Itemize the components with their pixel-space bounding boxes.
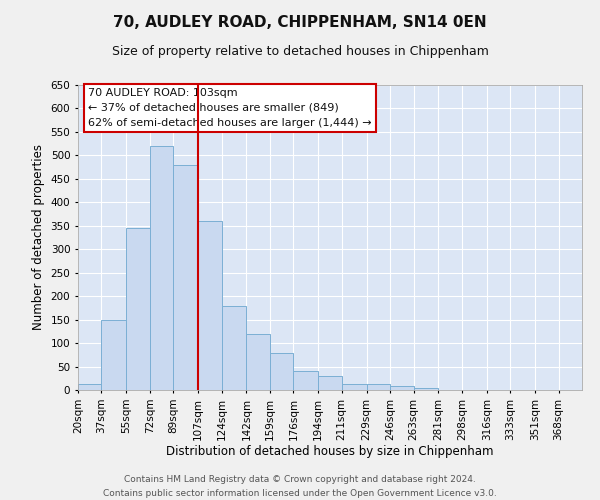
X-axis label: Distribution of detached houses by size in Chippenham: Distribution of detached houses by size … — [166, 446, 494, 458]
Text: 70 AUDLEY ROAD: 103sqm
← 37% of detached houses are smaller (849)
62% of semi-de: 70 AUDLEY ROAD: 103sqm ← 37% of detached… — [88, 88, 372, 128]
Bar — [342, 384, 367, 390]
Text: 70, AUDLEY ROAD, CHIPPENHAM, SN14 0EN: 70, AUDLEY ROAD, CHIPPENHAM, SN14 0EN — [113, 15, 487, 30]
Bar — [173, 165, 198, 390]
Text: Contains HM Land Registry data © Crown copyright and database right 2024.
Contai: Contains HM Land Registry data © Crown c… — [103, 476, 497, 498]
Bar — [101, 320, 127, 390]
Bar — [247, 334, 270, 390]
Bar — [293, 371, 318, 390]
Bar — [390, 386, 413, 390]
Bar — [127, 228, 150, 390]
Bar — [78, 384, 101, 390]
Bar — [221, 306, 247, 390]
Bar — [198, 221, 221, 390]
Bar — [150, 146, 173, 390]
Bar — [318, 376, 342, 390]
Bar — [367, 384, 390, 390]
Bar — [413, 388, 439, 390]
Y-axis label: Number of detached properties: Number of detached properties — [32, 144, 45, 330]
Text: Size of property relative to detached houses in Chippenham: Size of property relative to detached ho… — [112, 45, 488, 58]
Bar — [270, 354, 293, 390]
